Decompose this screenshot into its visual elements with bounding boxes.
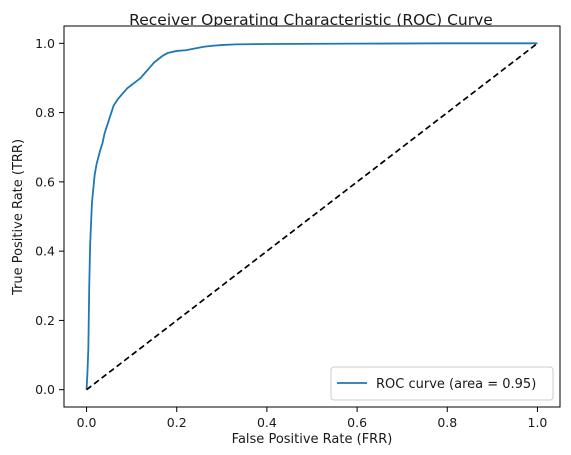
y-tick-label: 0.2 <box>35 313 55 328</box>
x-tick-label: 0.0 <box>77 415 97 430</box>
series-layer <box>85 42 538 391</box>
legend: ROC curve (area = 0.95) <box>330 366 554 401</box>
x-tick-label: 0.6 <box>347 415 367 430</box>
legend-box <box>330 366 554 401</box>
plot-area <box>63 25 561 408</box>
x-axis-label: False Positive Rate (FRR) <box>232 432 393 447</box>
x-tick-label: 0.2 <box>167 415 187 430</box>
y-tick-label: 0.6 <box>35 174 55 189</box>
x-axis-ticks: 0.0 0.2 0.4 0.6 0.8 1.0 <box>77 407 548 430</box>
y-tick-label: 0.0 <box>35 382 55 397</box>
x-tick-label: 0.8 <box>437 415 457 430</box>
roc-curve-line <box>85 42 538 390</box>
legend-entry-roc-curve: ROC curve (area = 0.95) <box>376 377 536 392</box>
y-tick-label: 0.4 <box>35 244 55 259</box>
x-tick-label: 0.4 <box>257 415 277 430</box>
y-tick-label: 0.8 <box>35 105 55 120</box>
y-tick-label: 1.0 <box>35 36 55 51</box>
y-axis-ticks: 0.0 0.2 0.4 0.6 0.8 1.0 <box>35 36 64 397</box>
y-axis-label: True Positive Rate (TRR) <box>11 139 26 296</box>
x-tick-label: 1.0 <box>528 415 548 430</box>
chart-title: Receiver Operating Characteristic (ROC) … <box>129 11 493 29</box>
